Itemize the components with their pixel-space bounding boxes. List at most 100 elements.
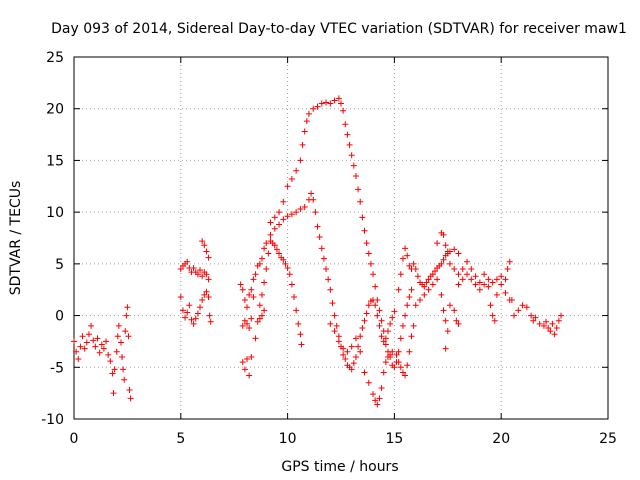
data-point — [380, 338, 387, 345]
data-point — [408, 286, 415, 293]
data-point — [515, 307, 522, 314]
data-point — [280, 216, 287, 223]
data-point — [438, 291, 445, 298]
data-point — [508, 297, 515, 304]
data-point — [348, 152, 355, 159]
data-point — [402, 372, 409, 379]
data-point — [256, 260, 263, 267]
data-point — [327, 100, 334, 107]
data-point — [438, 260, 445, 267]
data-point — [451, 246, 458, 253]
data-point — [263, 266, 270, 273]
data-point — [406, 262, 413, 269]
chart-title: Day 093 of 2014, Sidereal Day-to-day VTE… — [51, 21, 627, 37]
data-point — [314, 103, 321, 110]
data-point — [389, 314, 396, 321]
data-point — [451, 307, 458, 314]
data-point — [489, 312, 496, 319]
y-tick-label: 5 — [55, 257, 64, 273]
data-point — [476, 286, 483, 293]
data-point — [205, 293, 212, 300]
data-point — [444, 328, 451, 335]
data-point — [252, 271, 259, 278]
data-point — [434, 276, 441, 283]
data-point — [421, 283, 428, 290]
data-point — [329, 300, 336, 307]
axis-ticks: 0 5 10 15 20 25 -10 -5 0 5 10 15 20 25 — [41, 50, 617, 447]
data-point — [246, 324, 253, 331]
data-point — [261, 279, 268, 286]
y-tick-label: 25 — [46, 50, 64, 66]
data-point — [206, 312, 213, 319]
data-point — [295, 320, 302, 327]
data-point — [376, 395, 383, 402]
data-point — [177, 293, 184, 300]
data-point — [109, 370, 116, 377]
data-point — [442, 242, 449, 249]
data-point — [359, 214, 366, 221]
grid — [74, 57, 608, 419]
data-markers — [71, 95, 565, 408]
data-point — [301, 128, 308, 135]
data-point — [472, 273, 479, 280]
data-point — [310, 105, 317, 112]
data-point — [298, 341, 305, 348]
data-point — [284, 183, 291, 190]
data-point — [327, 320, 334, 327]
data-point — [299, 141, 306, 148]
data-point — [370, 271, 377, 278]
x-tick-label: 25 — [599, 431, 617, 447]
data-point — [481, 271, 488, 278]
data-point — [498, 273, 505, 280]
data-point — [273, 246, 280, 253]
data-point — [346, 141, 353, 148]
x-axis-label: GPS time / hours — [281, 459, 398, 475]
data-point — [543, 318, 550, 325]
data-point — [429, 281, 436, 288]
data-point — [119, 353, 126, 360]
data-point — [316, 233, 323, 240]
data-point — [85, 331, 92, 338]
data-point — [203, 271, 210, 278]
data-point — [246, 291, 253, 298]
data-point — [284, 264, 291, 271]
data-point — [498, 281, 505, 288]
data-point — [502, 289, 509, 296]
data-point — [288, 281, 295, 288]
data-point — [335, 95, 342, 102]
data-point — [308, 190, 315, 197]
data-point — [248, 286, 255, 293]
data-point — [303, 118, 310, 125]
data-point — [301, 203, 308, 210]
data-point — [261, 307, 268, 314]
data-point — [387, 320, 394, 327]
data-point — [355, 186, 362, 193]
data-point — [205, 276, 212, 283]
data-point — [372, 283, 379, 290]
data-point — [540, 322, 547, 329]
data-point — [254, 318, 261, 325]
data-point — [79, 333, 86, 340]
data-point — [380, 328, 387, 335]
data-point — [250, 293, 257, 300]
data-point — [402, 245, 409, 252]
data-point — [114, 333, 121, 340]
data-point — [519, 302, 526, 309]
data-point — [485, 283, 492, 290]
data-point — [391, 308, 398, 315]
data-point — [378, 384, 385, 391]
data-point — [267, 231, 274, 238]
data-point — [395, 286, 402, 293]
data-point — [372, 397, 379, 404]
data-point — [340, 107, 347, 114]
data-point — [551, 331, 558, 338]
data-point — [293, 307, 300, 314]
data-point — [239, 286, 246, 293]
data-point — [352, 353, 359, 360]
data-point — [468, 276, 475, 283]
data-point — [412, 302, 419, 309]
data-point — [327, 286, 334, 293]
data-point — [376, 322, 383, 329]
data-point — [455, 281, 462, 288]
